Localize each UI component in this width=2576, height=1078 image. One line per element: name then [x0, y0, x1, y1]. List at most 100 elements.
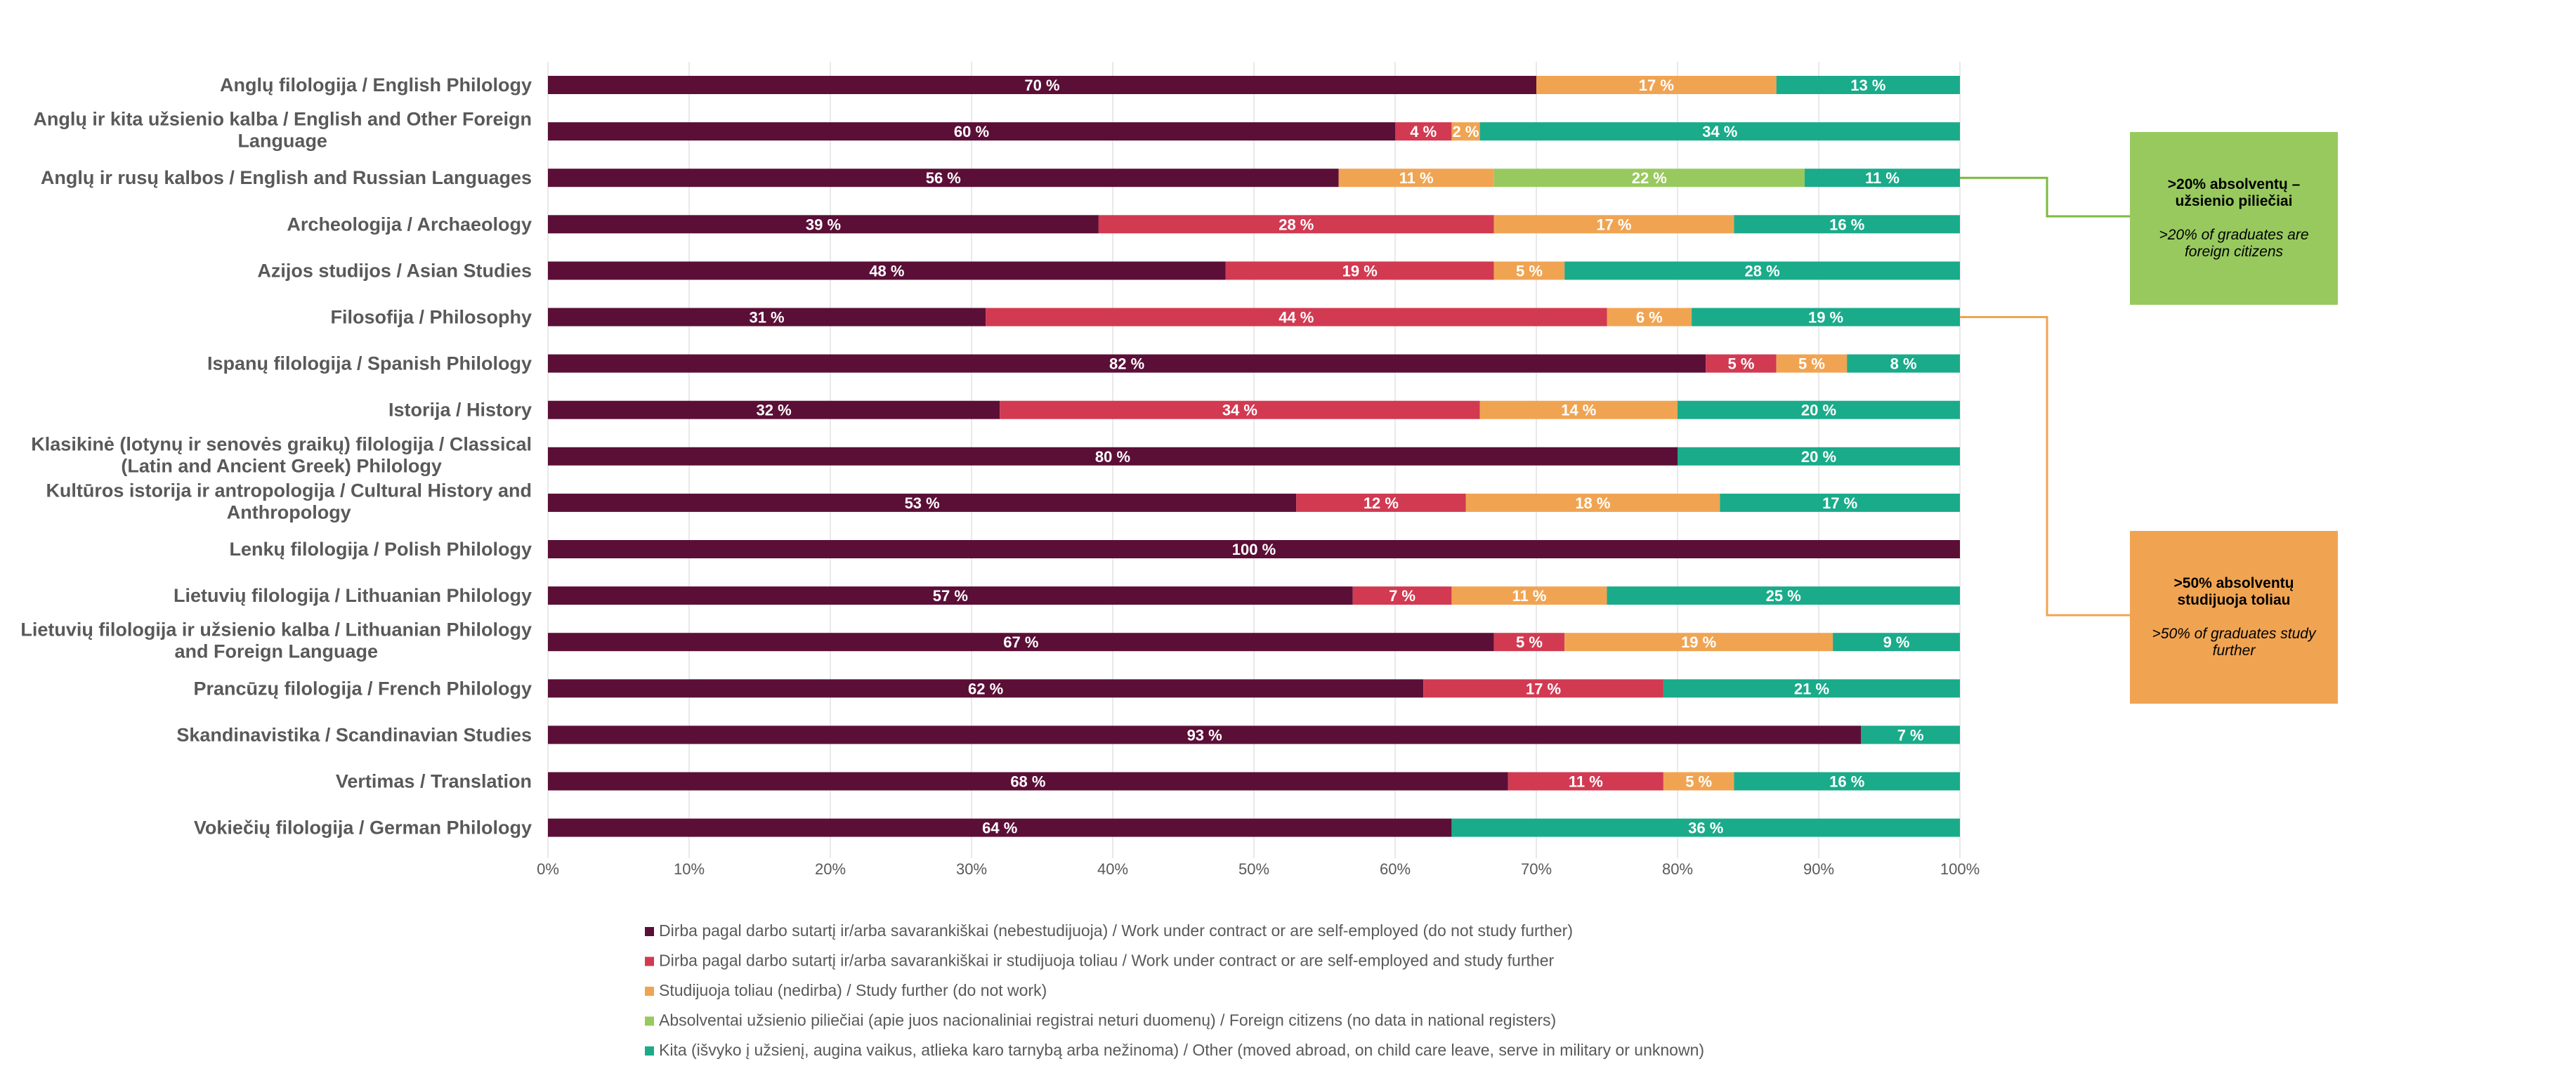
bar-value-label: 100 % — [1232, 541, 1276, 558]
callout-foreign-sub-line2: foreign citizens — [2184, 244, 2284, 260]
callout-study-title-line2: studijuoja toliau — [2177, 592, 2291, 608]
bar-value-label: 67 % — [1003, 633, 1038, 651]
bar-value-label: 20 % — [1801, 402, 1836, 419]
category-label: Klasikinė (lotynų ir senovės graikų) fil… — [31, 433, 532, 476]
bar-value-label: 5 % — [1685, 773, 1712, 791]
bar-value-label: 7 % — [1897, 726, 1924, 744]
bar-segment — [1607, 308, 1692, 327]
bar-value-label: 60 % — [954, 123, 989, 140]
bar-segment — [548, 772, 1508, 791]
bar-value-label: 21 % — [1794, 680, 1829, 697]
x-tick-label: 60% — [1380, 860, 1411, 878]
bar-segment — [548, 308, 986, 327]
callout-foreign-title: >20% absolventų – užsienio piliečiai — [2168, 176, 2301, 210]
legend-swatch — [645, 987, 654, 996]
category-label: Anglų ir rusų kalbos / English and Russi… — [41, 167, 532, 188]
bar-value-label: 36 % — [1688, 820, 1723, 837]
bar-segment — [1607, 586, 1960, 605]
callout-study-subtitle: >50% of graduates study further — [2152, 626, 2316, 659]
callout-foreign-sub-line1: >20% of graduates are — [2159, 227, 2309, 243]
callout-foreign-citizens: >20% absolventų – užsienio piliečiai >20… — [2130, 132, 2338, 305]
category-label: Prancūzų filologija / French Philology — [193, 678, 532, 699]
legend-entry: Absolventai užsienio piliečiai (apie juo… — [659, 1011, 1556, 1030]
bar-segment — [548, 215, 1099, 234]
category-labels: Anglų filologija / English Philology Angl… — [20, 74, 532, 839]
callout-foreign-subtitle: >20% of graduates are foreign citizens — [2159, 227, 2308, 261]
callout-study-sub-line2: further — [2212, 643, 2256, 659]
bar-value-label: 68 % — [1010, 773, 1045, 791]
bar-value-label: 19 % — [1342, 262, 1378, 280]
category-label: Lenkų filologija / Polish Philology — [229, 539, 532, 560]
x-tick-label: 40% — [1097, 860, 1128, 878]
bar-value-label: 20 % — [1801, 448, 1836, 466]
bar-segment — [1776, 76, 1960, 94]
bar-segment — [1734, 772, 1960, 791]
bar-value-label: 13 % — [1850, 77, 1885, 94]
bar-segment — [548, 725, 1862, 744]
bar-segment — [1338, 169, 1494, 188]
bar-value-label: 34 % — [1702, 123, 1737, 140]
bar-segment — [1098, 215, 1494, 234]
x-tick-label: 10% — [674, 860, 705, 878]
category-label: Anglų filologija / English Philology — [220, 74, 532, 96]
x-axis-ticks: 0% 10% 20% 30% 40% 50% 60% 70% 80% 90% 100% — [537, 860, 1980, 878]
callout-study-title-line1: >50% absolventų — [2173, 575, 2294, 591]
bar-value-label: 80 % — [1095, 448, 1130, 466]
bar-value-label: 70 % — [1024, 77, 1059, 94]
bar-segment — [1479, 122, 1960, 141]
legend-swatch — [645, 927, 654, 936]
bar-value-label: 17 % — [1596, 216, 1631, 233]
bar-value-label: 28 % — [1745, 262, 1780, 280]
bar-value-label: 39 % — [806, 216, 841, 233]
bar-segment — [1493, 215, 1734, 234]
bar-segment — [1804, 169, 1960, 188]
bar-value-label: 14 % — [1561, 402, 1596, 419]
callout-connector-line — [1960, 176, 2130, 218]
bar-value-label: 22 % — [1632, 169, 1667, 187]
bar-value-label: 5 % — [1516, 262, 1543, 280]
bar-value-label: 18 % — [1575, 494, 1610, 512]
category-label: Vertimas / Translation — [336, 771, 532, 792]
bar-value-label: 16 % — [1829, 216, 1864, 233]
bar-segment — [1493, 633, 1565, 652]
callout-foreign-title-line1: >20% absolventų – — [2167, 176, 2301, 192]
x-tick-label: 70% — [1521, 860, 1552, 878]
legend-entry: Dirba pagal darbo sutartį ir/arba savara… — [659, 952, 1554, 970]
bar-segment — [1508, 772, 1663, 791]
bar-segment — [1451, 122, 1480, 141]
bar-value-label: 25 % — [1766, 587, 1801, 605]
bar-value-label: 11 % — [1569, 773, 1603, 791]
bar-segment — [1479, 400, 1678, 419]
category-label: Istorija / History — [388, 400, 532, 421]
category-label: Ispanų filologija / Spanish Philology — [207, 353, 532, 374]
category-label: Azijos studijos / Asian Studies — [257, 260, 532, 281]
bar-value-label: 17 % — [1526, 680, 1561, 697]
bar-segment — [1352, 586, 1452, 605]
category-label: Archeologija / Archaeology — [287, 213, 532, 235]
bar-segment — [1564, 261, 1960, 280]
bar-segment — [1451, 818, 1960, 837]
bar-segment — [1847, 354, 1960, 373]
x-tick-label: 50% — [1238, 860, 1269, 878]
bar-segment — [986, 308, 1607, 327]
bar-value-label: 56 % — [926, 169, 961, 187]
bar-segment — [548, 354, 1706, 373]
bar-value-label: 19 % — [1808, 309, 1843, 327]
bar-segment — [1493, 169, 1805, 188]
legend-entry: Dirba pagal darbo sutartį ir/arba savara… — [659, 921, 1573, 940]
bar-segment — [1861, 725, 1960, 744]
bar-value-label: 2 % — [1453, 123, 1479, 140]
bar-segment — [548, 122, 1395, 141]
callout-foreign-title-line2: užsienio piliečiai — [2175, 193, 2293, 209]
bar-value-label: 28 % — [1279, 216, 1314, 233]
bar-segment — [1776, 354, 1848, 373]
bar-segment — [1465, 493, 1720, 512]
bar-segment — [1493, 261, 1565, 280]
bar-segment — [1663, 679, 1960, 698]
legend-entry: Kita (išvyko į užsienį, augina vaikus, a… — [659, 1041, 1704, 1059]
bar-segment — [1296, 493, 1466, 512]
legend-swatch — [645, 1046, 654, 1056]
category-label: Lietuvių filologija ir užsienio kalba / … — [20, 619, 532, 662]
bar-value-label: 5 % — [1516, 633, 1543, 651]
bar-value-label: 34 % — [1222, 402, 1257, 419]
